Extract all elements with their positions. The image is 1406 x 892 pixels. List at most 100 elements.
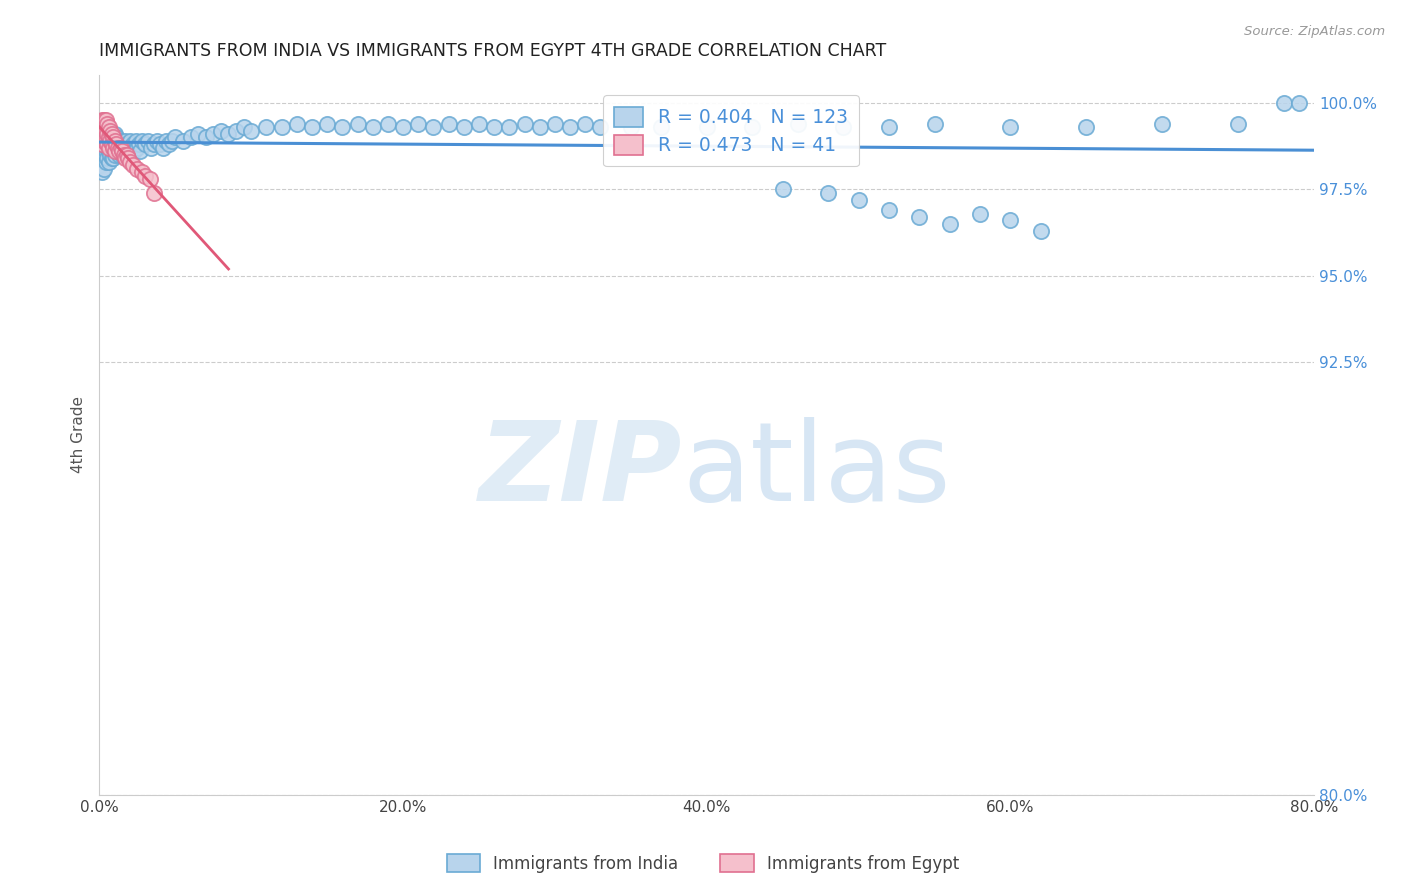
Point: [97, 145, 120, 159]
Point: [100, 137, 122, 152]
Point: [96, 117, 118, 131]
Point: [98, 137, 121, 152]
Point: [558, 120, 581, 134]
Point: [155, 134, 177, 148]
Point: [90, 158, 112, 172]
Point: [143, 137, 166, 152]
Point: [97, 120, 120, 134]
Point: [134, 169, 156, 183]
Point: [110, 145, 132, 159]
Point: [104, 145, 127, 159]
Point: [1227, 117, 1250, 131]
Point: [270, 120, 292, 134]
Point: [437, 117, 460, 131]
Text: IMMIGRANTS FROM INDIA VS IMMIGRANTS FROM EGYPT 4TH GRADE CORRELATION CHART: IMMIGRANTS FROM INDIA VS IMMIGRANTS FROM…: [100, 42, 887, 60]
Point: [93, 113, 115, 128]
Point: [111, 148, 134, 162]
Point: [91, 151, 114, 165]
Point: [529, 120, 551, 134]
Point: [96, 130, 118, 145]
Point: [285, 117, 308, 131]
Y-axis label: 4th Grade: 4th Grade: [72, 396, 86, 474]
Point: [574, 117, 596, 131]
Point: [143, 186, 166, 200]
Point: [482, 120, 505, 134]
Point: [139, 141, 162, 155]
Point: [91, 123, 114, 137]
Point: [969, 206, 991, 220]
Point: [111, 145, 134, 159]
Point: [118, 154, 141, 169]
Point: [93, 134, 115, 148]
Point: [817, 186, 839, 200]
Point: [97, 141, 120, 155]
Point: [786, 117, 808, 131]
Point: [121, 158, 143, 172]
Point: [94, 154, 117, 169]
Point: [93, 161, 115, 176]
Point: [741, 120, 763, 134]
Point: [225, 123, 247, 137]
Point: [1076, 120, 1098, 134]
Point: [136, 134, 159, 148]
Text: Source: ZipAtlas.com: Source: ZipAtlas.com: [1244, 25, 1385, 38]
Point: [131, 134, 153, 148]
Point: [97, 154, 120, 169]
Point: [908, 210, 931, 224]
Point: [152, 141, 174, 155]
Point: [94, 113, 117, 128]
Text: ZIP: ZIP: [479, 417, 682, 524]
Point: [544, 117, 567, 131]
Point: [134, 137, 156, 152]
Point: [498, 120, 520, 134]
Text: atlas: atlas: [682, 417, 950, 524]
Point: [131, 165, 153, 179]
Point: [121, 137, 143, 152]
Point: [165, 130, 187, 145]
Point: [1000, 120, 1022, 134]
Legend: R = 0.404   N = 123, R = 0.473   N = 41: R = 0.404 N = 123, R = 0.473 N = 41: [603, 95, 859, 167]
Point: [90, 134, 112, 148]
Point: [1029, 224, 1052, 238]
Point: [377, 117, 399, 131]
Point: [848, 193, 870, 207]
Point: [115, 148, 138, 162]
Point: [832, 120, 855, 134]
Point: [104, 148, 127, 162]
Point: [125, 134, 148, 148]
Point: [361, 120, 384, 134]
Point: [97, 130, 120, 145]
Point: [118, 134, 141, 148]
Point: [453, 120, 475, 134]
Point: [94, 123, 117, 137]
Point: [97, 123, 120, 137]
Point: [468, 117, 491, 131]
Point: [101, 130, 124, 145]
Point: [96, 141, 118, 155]
Point: [162, 134, 184, 148]
Point: [316, 117, 339, 131]
Point: [924, 117, 946, 131]
Point: [232, 120, 254, 134]
Point: [1288, 95, 1310, 110]
Point: [108, 137, 131, 152]
Point: [149, 137, 172, 152]
Point: [94, 134, 117, 148]
Point: [589, 120, 612, 134]
Point: [392, 120, 415, 134]
Point: [93, 130, 115, 145]
Point: [194, 130, 217, 145]
Point: [101, 130, 124, 145]
Point: [138, 172, 160, 186]
Point: [938, 217, 960, 231]
Point: [91, 137, 114, 152]
Point: [120, 141, 142, 155]
Point: [94, 145, 117, 159]
Point: [110, 134, 132, 148]
Point: [877, 203, 900, 218]
Point: [422, 120, 444, 134]
Point: [1000, 213, 1022, 227]
Point: [772, 182, 794, 196]
Point: [187, 127, 209, 141]
Point: [112, 141, 135, 155]
